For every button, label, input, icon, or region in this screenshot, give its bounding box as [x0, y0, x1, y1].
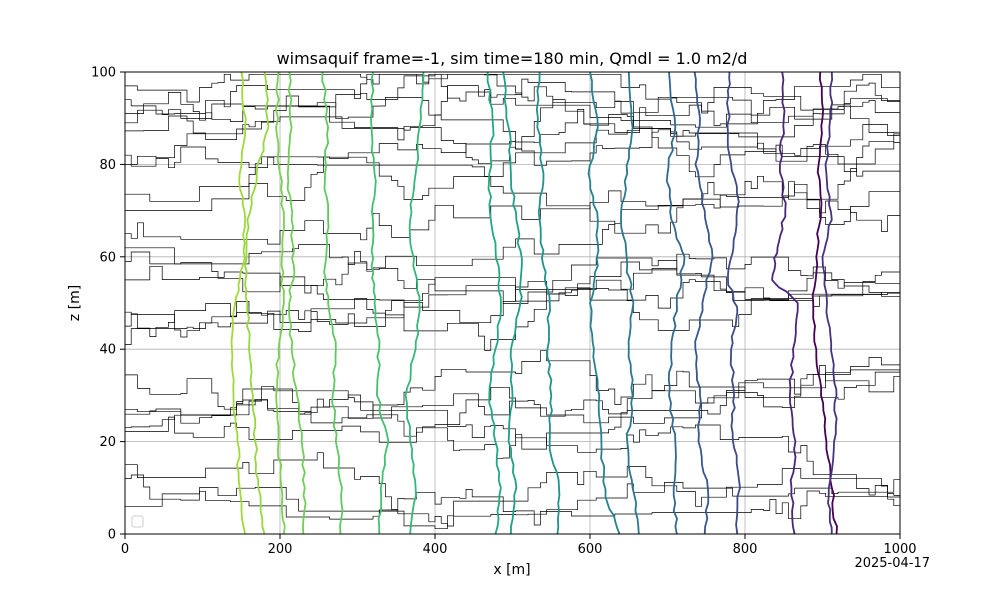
streamline	[125, 103, 900, 156]
plot-frame	[124, 71, 901, 535]
x-tick-label: 0	[121, 542, 129, 557]
streamline	[125, 98, 900, 166]
head-contour	[821, 71, 838, 535]
head-contour	[771, 71, 799, 535]
head-contour	[370, 71, 390, 534]
head-contour	[286, 71, 307, 535]
head-contours	[230, 71, 838, 535]
head-contour	[321, 71, 344, 535]
x-axis-label: x [m]	[493, 562, 530, 578]
x-axis-ticks: 0 200 400 600 800 1000	[121, 534, 917, 557]
head-contour	[230, 71, 247, 535]
streamline	[125, 466, 900, 530]
streamline	[125, 244, 900, 304]
y-tick-label: 80	[99, 158, 116, 173]
y-tick-label: 60	[99, 250, 116, 265]
head-contour	[502, 71, 523, 535]
streamline	[125, 388, 900, 507]
head-contour	[726, 71, 741, 535]
streamline	[124, 357, 900, 447]
streamline	[124, 181, 900, 294]
head-contour	[486, 71, 502, 535]
streamline	[124, 73, 900, 140]
y-axis-ticks: 0 20 40 60 80 100	[91, 66, 125, 543]
streamline	[124, 350, 900, 419]
streamline	[125, 73, 900, 115]
legend-box	[131, 515, 144, 528]
y-tick-label: 100	[91, 66, 116, 81]
streamline	[125, 452, 900, 526]
streamline	[125, 146, 900, 234]
head-contour	[244, 71, 270, 535]
head-contour	[693, 71, 714, 535]
head-contour	[811, 71, 838, 535]
x-tick-label: 600	[578, 542, 603, 557]
head-contour	[620, 71, 640, 535]
head-contour	[665, 71, 686, 535]
x-tick-label: 400	[423, 542, 448, 557]
streamline	[124, 371, 900, 419]
streamline	[125, 73, 900, 126]
y-tick-label: 20	[99, 435, 116, 450]
streamline	[125, 168, 900, 245]
x-tick-label: 1000	[883, 542, 916, 557]
y-axis-label: z [m]	[67, 285, 83, 321]
streamline	[125, 369, 900, 459]
head-contour	[404, 71, 425, 535]
streamline	[125, 265, 900, 309]
y-tick-label: 40	[99, 343, 116, 358]
y-tick-label: 0	[108, 528, 116, 543]
head-contour	[587, 71, 621, 535]
head-contour	[274, 71, 286, 535]
head-contour	[535, 71, 561, 535]
streamline	[125, 100, 900, 211]
chart-title: wimsaquif frame=-1, sim time=180 min, Qm…	[277, 49, 748, 68]
x-tick-label: 200	[268, 542, 293, 557]
streamline	[125, 479, 900, 527]
x-tick-label: 800	[733, 542, 758, 557]
footer-date: 2025-04-17	[854, 556, 930, 571]
streamline	[125, 73, 900, 178]
